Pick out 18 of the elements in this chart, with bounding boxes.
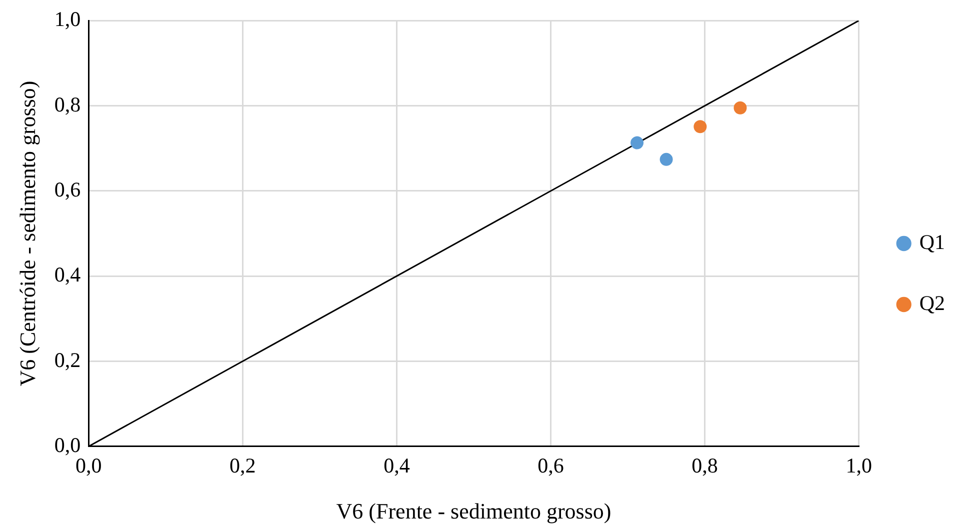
y-tick-label: 0,6 (54, 177, 81, 202)
x-tick-label: 0,2 (230, 454, 256, 478)
y-tick-label: 0,2 (54, 348, 81, 372)
y-tick-label: 1,0 (54, 7, 81, 32)
x-tick-label: 0,6 (538, 454, 564, 478)
legend-label: Q2 (919, 291, 946, 316)
legend-label: Q1 (919, 230, 946, 254)
x-tick-label: 0,4 (384, 454, 410, 478)
x-tick-label: 0,8 (692, 454, 718, 478)
point (660, 152, 673, 166)
y-tick-label: 0,4 (54, 262, 82, 287)
x-axis-title: V6 (Frente - sedimento grosso) (336, 498, 612, 524)
point (734, 101, 747, 114)
point (694, 120, 707, 134)
y-axis-title: V6 (Centróide - sedimento grosso) (14, 80, 40, 386)
y-tick-label: 0,8 (54, 92, 81, 116)
x-tick-label: 1,0 (846, 454, 872, 478)
point (630, 136, 644, 150)
